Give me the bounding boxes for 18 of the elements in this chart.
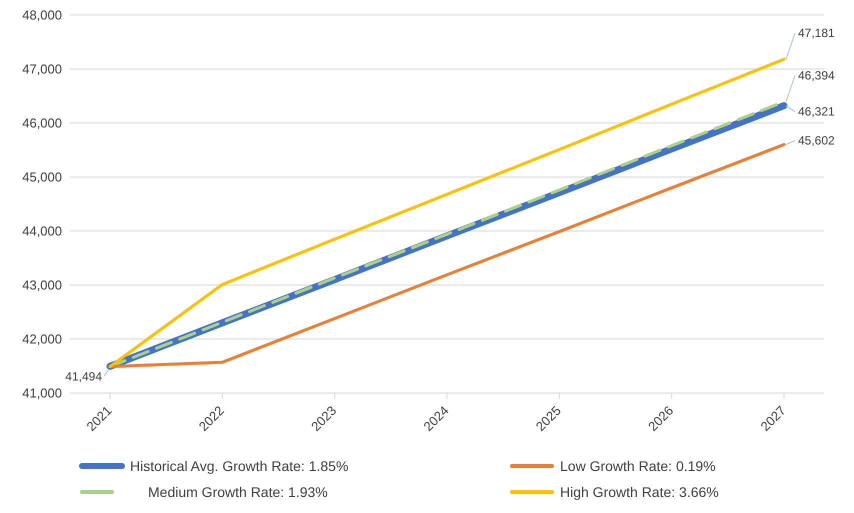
y-tick-label: 43,000 bbox=[22, 278, 62, 293]
data-label: 46,321 bbox=[798, 104, 836, 119]
data-label: 46,394 bbox=[798, 68, 836, 83]
data-label: 45,602 bbox=[798, 133, 836, 148]
data-label: 41,494 bbox=[65, 369, 102, 384]
line-series bbox=[108, 142, 786, 368]
legend-label: High Growth Rate: 3.66% bbox=[560, 484, 719, 500]
y-tick-label: 42,000 bbox=[22, 332, 62, 347]
y-tick-label: 41,000 bbox=[22, 386, 62, 401]
data-label: 47,181 bbox=[798, 26, 836, 40]
legend-label: Low Growth Rate: 0.19% bbox=[560, 458, 716, 474]
legend-label: Medium Growth Rate: 1.93% bbox=[148, 484, 328, 500]
y-tick-label: 45,000 bbox=[22, 170, 62, 185]
y-tick-label: 48,000 bbox=[22, 8, 62, 23]
y-tick-label: 44,000 bbox=[22, 224, 62, 239]
y-tick-label: 47,000 bbox=[22, 62, 62, 77]
y-tick-label: 46,000 bbox=[22, 116, 62, 131]
legend-label: Historical Avg. Growth Rate: 1.85% bbox=[130, 458, 348, 474]
